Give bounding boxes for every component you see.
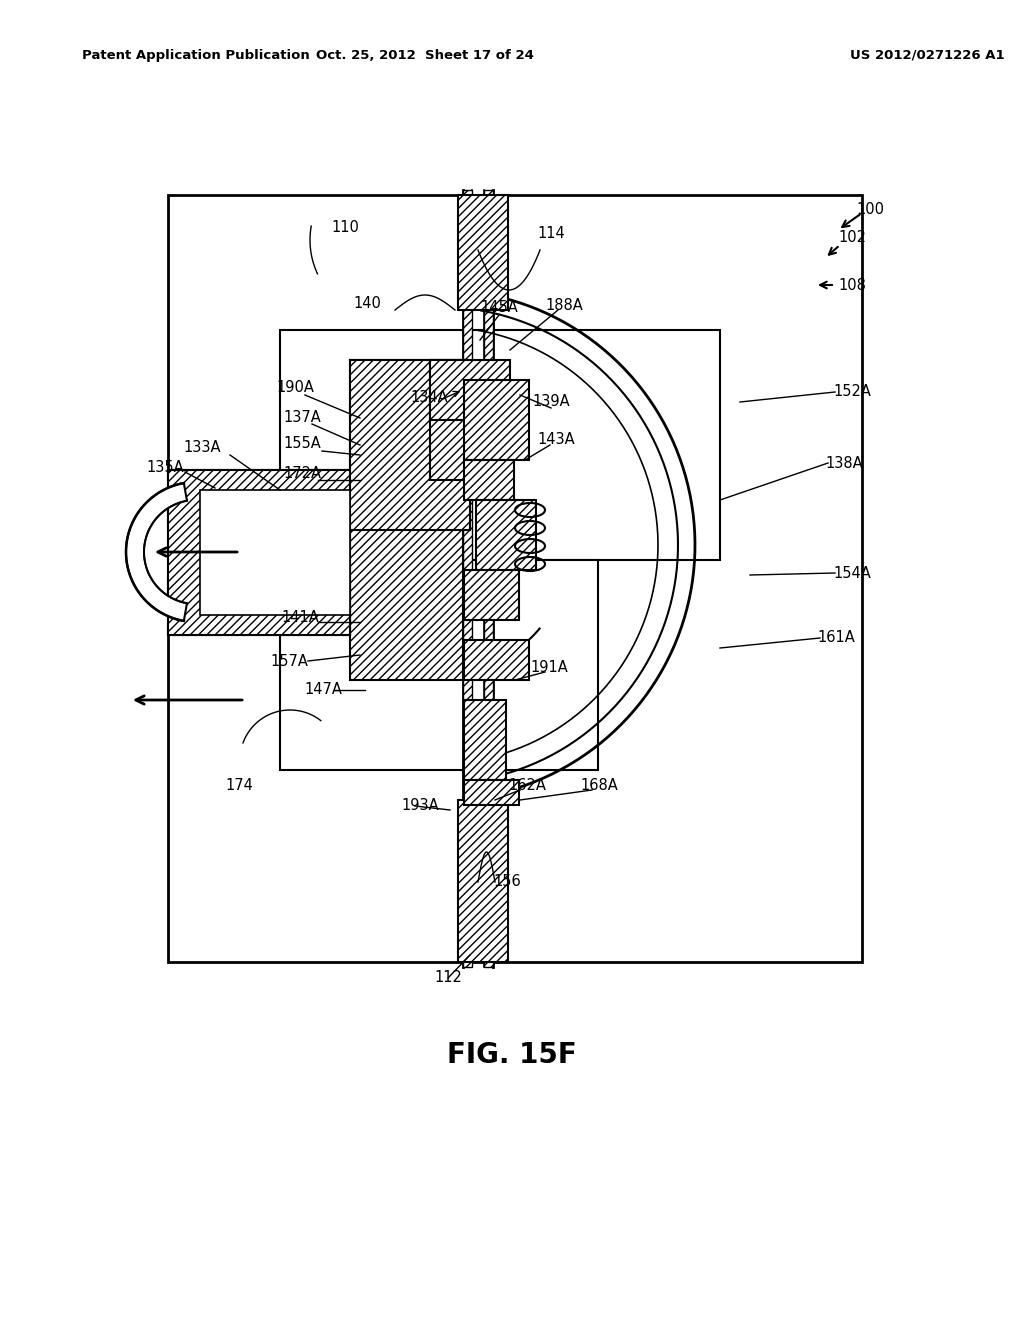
- Bar: [350, 360, 463, 680]
- Text: 174: 174: [225, 779, 253, 793]
- Text: 114: 114: [538, 227, 565, 242]
- Text: 143A: 143A: [538, 433, 574, 447]
- Polygon shape: [126, 483, 187, 620]
- Bar: [350, 360, 470, 531]
- Text: 133A: 133A: [183, 441, 221, 455]
- Text: 157A: 157A: [270, 653, 308, 668]
- Bar: [464, 380, 529, 459]
- Text: 145A: 145A: [480, 301, 518, 315]
- Text: 190A: 190A: [276, 380, 314, 396]
- Bar: [458, 800, 508, 962]
- Text: FIG. 15F: FIG. 15F: [447, 1041, 577, 1069]
- Text: 152A: 152A: [834, 384, 871, 400]
- Bar: [430, 360, 510, 420]
- Bar: [463, 190, 472, 968]
- Bar: [464, 640, 529, 680]
- Text: Oct. 25, 2012  Sheet 17 of 24: Oct. 25, 2012 Sheet 17 of 24: [316, 49, 534, 62]
- Bar: [458, 195, 508, 310]
- Text: 137A: 137A: [283, 409, 321, 425]
- Text: 112: 112: [434, 970, 462, 986]
- Bar: [464, 780, 519, 805]
- Text: 141A: 141A: [282, 610, 318, 626]
- Bar: [464, 570, 519, 620]
- Text: 162A: 162A: [508, 779, 546, 793]
- Text: 140: 140: [353, 296, 381, 310]
- Text: 138A: 138A: [825, 455, 863, 470]
- Bar: [280, 560, 598, 770]
- Text: 191A: 191A: [530, 660, 568, 676]
- Text: 100: 100: [856, 202, 884, 218]
- Bar: [200, 490, 350, 615]
- Text: 139A: 139A: [532, 395, 569, 409]
- Text: 135A: 135A: [146, 461, 184, 475]
- Text: 102: 102: [838, 231, 866, 246]
- Bar: [168, 470, 350, 525]
- Bar: [280, 330, 720, 560]
- Text: 168A: 168A: [581, 779, 617, 793]
- Text: 147A: 147A: [304, 682, 342, 697]
- Bar: [464, 459, 514, 500]
- Text: 188A: 188A: [545, 297, 583, 313]
- Text: 110: 110: [331, 219, 359, 235]
- Bar: [430, 360, 465, 480]
- Bar: [168, 195, 862, 962]
- Text: 108: 108: [838, 277, 866, 293]
- Text: 161A: 161A: [817, 631, 855, 645]
- Bar: [484, 190, 493, 968]
- Text: 193A: 193A: [401, 799, 439, 813]
- Text: US 2012/0271226 A1: US 2012/0271226 A1: [850, 49, 1005, 62]
- Bar: [464, 700, 506, 780]
- Text: 134A: 134A: [411, 391, 447, 405]
- Bar: [168, 470, 350, 635]
- Text: 156: 156: [494, 874, 521, 890]
- Text: 155A: 155A: [283, 437, 321, 451]
- Bar: [168, 579, 350, 635]
- Bar: [476, 500, 536, 570]
- Text: 154A: 154A: [834, 565, 870, 581]
- Text: Patent Application Publication: Patent Application Publication: [82, 49, 309, 62]
- Text: 172A: 172A: [283, 466, 321, 482]
